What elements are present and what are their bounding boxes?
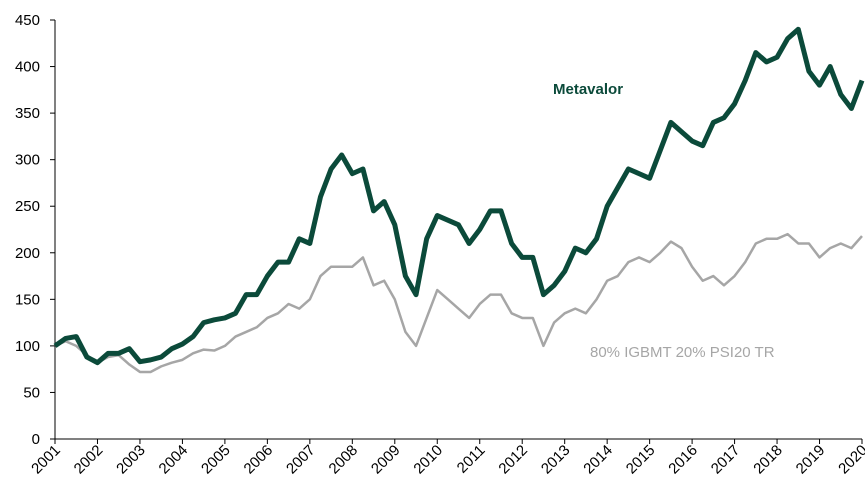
y-tick-label: 300 xyxy=(15,152,40,169)
x-tick-label: 2019 xyxy=(793,442,829,478)
y-tick-label: 100 xyxy=(15,338,40,355)
y-tick-label: 0 xyxy=(32,431,40,448)
y-tick-label: 400 xyxy=(15,59,40,76)
y-tick-label: 350 xyxy=(15,105,40,122)
y-tick-label: 250 xyxy=(15,198,40,215)
series-label: Metavalor xyxy=(553,81,623,98)
x-tick-label: 2004 xyxy=(156,442,192,478)
y-tick-label: 200 xyxy=(15,245,40,262)
x-tick-label: 2020 xyxy=(835,442,865,478)
x-tick-label: 2008 xyxy=(326,442,362,478)
y-tick-label: 150 xyxy=(15,291,40,308)
series-line xyxy=(54,232,863,374)
y-tick-label: 50 xyxy=(23,384,40,401)
x-tick-label: 2016 xyxy=(665,442,701,478)
x-tick-label: 2012 xyxy=(495,442,531,478)
x-tick-label: 2005 xyxy=(198,442,234,478)
series-line xyxy=(53,26,865,366)
x-tick-label: 2007 xyxy=(283,442,319,478)
y-tick-label: 450 xyxy=(15,12,40,29)
x-tick-label: 2014 xyxy=(580,442,616,478)
series-label: 80% IGBMT 20% PSI20 TR xyxy=(590,344,775,361)
x-tick-label: 2009 xyxy=(368,442,404,478)
x-tick-label: 2013 xyxy=(538,442,574,478)
x-tick-label: 2010 xyxy=(410,442,446,478)
x-tick-label: 2017 xyxy=(708,442,744,478)
x-tick-label: 2015 xyxy=(623,442,659,478)
x-tick-label: 2011 xyxy=(454,442,489,477)
x-tick-label: 2006 xyxy=(241,442,277,478)
x-tick-label: 2018 xyxy=(750,442,786,478)
x-tick-label: 2002 xyxy=(71,442,107,478)
x-tick-label: 2003 xyxy=(113,442,149,478)
